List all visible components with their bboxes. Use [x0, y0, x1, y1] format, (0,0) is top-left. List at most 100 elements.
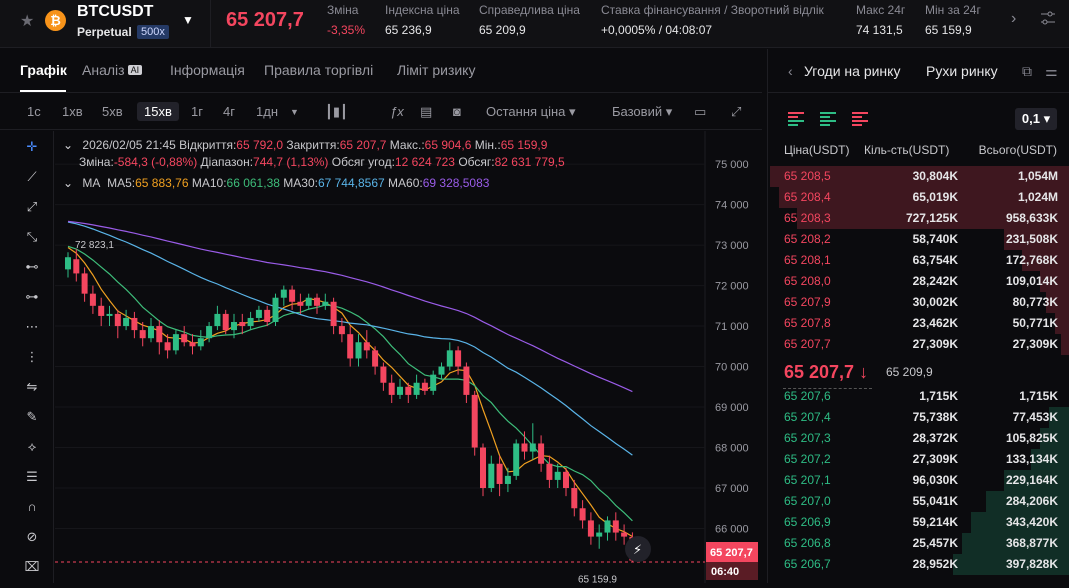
change-label: Зміна: [79, 155, 114, 169]
candle-body [413, 382, 420, 395]
popout-icon[interactable]: ⧉ [1022, 63, 1032, 79]
layout-grid-icon[interactable]: ▤ [420, 104, 433, 119]
collapse-chevron-icon[interactable]: ⌄ [63, 176, 74, 190]
candle-type-icon[interactable]: ┃▮┃ [325, 104, 348, 119]
ask-row[interactable]: 65 207,8 23,462K 50,771K [768, 313, 1069, 334]
ticker-header: ★ ₿ BTCUSDT Perpetual 500x ▼ 65 207,7 Зм… [0, 0, 1069, 48]
settings-sliders-icon[interactable] [1040, 10, 1056, 26]
row-price: 65 206,7 [784, 557, 831, 571]
eye-off-icon[interactable]: ⊘ [26, 529, 38, 544]
bid-row[interactable]: 65 206,8 25,457K 368,877K [768, 533, 1069, 554]
bid-row[interactable]: 65 207,3 28,372K 105,825K [768, 428, 1069, 449]
tab-trading-rules[interactable]: Правила торгівлі [264, 62, 374, 78]
row-total: 50,771K [1012, 316, 1058, 330]
candle-body [214, 313, 221, 327]
horizontal-ray-icon[interactable]: ⊶ [25, 289, 39, 304]
symbol-name[interactable]: BTCUSDT [77, 3, 154, 20]
interval-dropdown-icon[interactable]: ▼ [290, 107, 299, 117]
row-amount: 25,457K [912, 536, 958, 550]
book-asks-icon[interactable] [852, 111, 870, 127]
stat-value: 65 236,9 [385, 23, 432, 37]
tab-market-trades[interactable]: Угоди на ринку [804, 63, 901, 79]
indicators-icon[interactable]: ƒx [390, 104, 404, 119]
bid-row[interactable]: 65 207,2 27,309K 133,134K [768, 449, 1069, 470]
tab-analysis[interactable]: Аналіз AI [82, 62, 143, 78]
view-select[interactable]: Базовий ▾ [612, 104, 673, 119]
vertical-line-icon[interactable]: ⋮ [25, 349, 39, 364]
pattern-icon[interactable]: ⟡ [27, 439, 37, 454]
candle-body [579, 508, 586, 521]
candle-body [596, 532, 603, 537]
bid-row[interactable]: 65 207,0 55,041K 284,206K [768, 491, 1069, 512]
candle-body [272, 297, 279, 323]
candle-body [471, 394, 478, 448]
collapse-chevron-icon[interactable]: ⌄ [63, 138, 74, 152]
brush-icon[interactable]: ✎ [26, 409, 38, 424]
parallel-channel-icon[interactable]: ⋯ [25, 319, 39, 334]
magnet-icon[interactable]: ∩ [27, 499, 37, 514]
interval-5m[interactable]: 5хв [102, 104, 123, 119]
camera-icon[interactable]: ◙ [453, 104, 461, 119]
candle-body [571, 488, 578, 509]
book-both-icon[interactable] [788, 111, 806, 127]
ask-row[interactable]: 65 208,1 63,754K 172,768K [768, 250, 1069, 271]
trash-icon[interactable]: ⌧ [24, 559, 40, 574]
interval-1m[interactable]: 1хв [62, 104, 83, 119]
ask-row[interactable]: 65 208,4 65,019K 1,024M [768, 187, 1069, 208]
ask-row[interactable]: 65 208,2 58,740K 231,508K [768, 229, 1069, 250]
symbol-dropdown-icon[interactable]: ▼ [182, 13, 194, 27]
row-price: 65 207,9 [784, 295, 831, 309]
price-range-icon[interactable]: ⇋ [26, 379, 38, 394]
settings-sliders-icon[interactable]: ⚌ [1045, 63, 1058, 79]
ask-row[interactable]: 65 207,7 27,309K 27,309K [768, 334, 1069, 355]
trend-line-icon[interactable]: ⟋ [27, 169, 37, 184]
ask-row[interactable]: 65 208,0 28,242K 109,014K [768, 271, 1069, 292]
bid-row[interactable]: 65 206,7 28,952K 397,828K [768, 554, 1069, 575]
interval-1s[interactable]: 1с [27, 104, 41, 119]
chevron-right-icon[interactable]: › [1011, 10, 1017, 27]
depth-bar [1004, 470, 1069, 491]
bid-row[interactable]: 65 206,9 59,214K 343,420K [768, 512, 1069, 533]
favorite-star-icon[interactable]: ★ [20, 13, 35, 30]
tab-information[interactable]: Інформація [170, 62, 245, 78]
ask-row[interactable]: 65 208,5 30,804K 1,054M [768, 166, 1069, 187]
btc-coin-icon: ₿ [45, 10, 66, 31]
ma60-label: MA60: [388, 176, 423, 190]
interval-1d[interactable]: 1дн [256, 104, 278, 119]
countdown-bg [706, 562, 758, 580]
tab-risk-limit[interactable]: Ліміт ризику [397, 62, 476, 78]
depth-bar [1055, 313, 1069, 334]
extended-line-icon[interactable]: ⤡ [26, 229, 38, 244]
precision-select[interactable]: 0,1 ▾ [1015, 108, 1057, 130]
ray-icon[interactable]: ⤢ [26, 199, 38, 214]
bid-row[interactable]: 65 207,4 75,738K 77,453K [768, 407, 1069, 428]
row-total: 397,828K [1005, 557, 1058, 571]
candle-body [231, 322, 237, 331]
window-icon[interactable]: ▭ [694, 104, 707, 119]
row-price: 65 208,0 [784, 274, 831, 288]
price-chart[interactable]: 75 000 74 000 73 000 72 000 71 000 70 000 69 0… [55, 131, 762, 586]
ask-row[interactable]: 65 208,3 727,125K 958,633K [768, 208, 1069, 229]
horizontal-line-icon[interactable]: ⊷ [25, 259, 39, 274]
tab-market-moves[interactable]: Рухи ринку [926, 63, 998, 79]
bid-row[interactable]: 65 207,6 1,715K 1,715K [768, 386, 1069, 407]
tab-chart[interactable]: Графік [20, 62, 67, 78]
row-price: 65 207,8 [784, 316, 831, 330]
candle-body [438, 366, 445, 375]
fullscreen-icon[interactable]: ⤢ [731, 104, 742, 119]
bid-row[interactable]: 65 207,1 96,030K 229,164K [768, 470, 1069, 491]
fib-icon[interactable]: ☰ [26, 469, 38, 484]
ask-row[interactable]: 65 207,9 30,002K 80,773K [768, 292, 1069, 313]
chevron-left-icon[interactable]: ‹ [788, 63, 793, 79]
candle-body [446, 350, 453, 367]
book-bids-icon[interactable] [820, 111, 838, 127]
price-type-select[interactable]: Остання ціна ▾ [486, 104, 576, 119]
interval-4h[interactable]: 4г [223, 104, 235, 119]
interval-1h[interactable]: 1г [191, 104, 203, 119]
candlestick-chart[interactable]: 75 000 74 000 73 000 72 000 71 000 70 000 69 0… [55, 131, 762, 586]
header-total: Всього(USDT) [978, 143, 1057, 157]
candle-body [621, 532, 628, 537]
interval-15m[interactable]: 15хв [137, 102, 179, 121]
mid-underline [783, 388, 872, 389]
crosshair-icon[interactable]: ✛ [26, 139, 38, 154]
